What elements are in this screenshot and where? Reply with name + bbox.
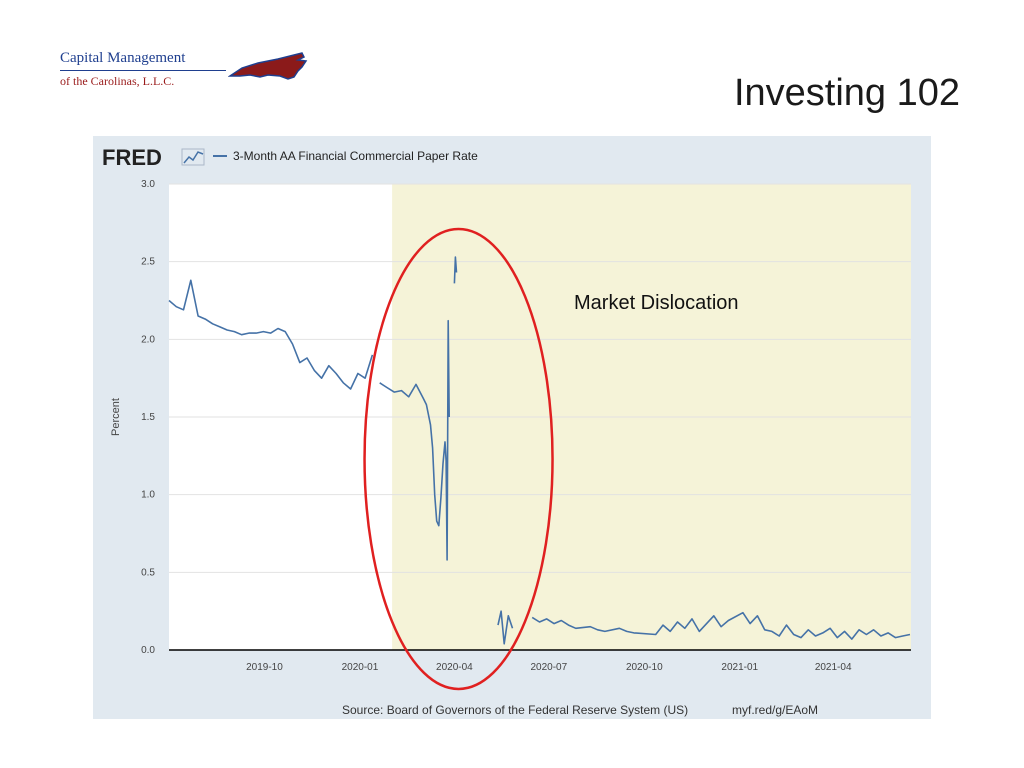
y-tick-2.0: 2.0: [141, 334, 155, 345]
x-tick-2020-01: 2020-01: [342, 662, 379, 673]
series-0-segment-1: [379, 319, 450, 561]
fred-chart: 0.0 0.5 1.0 1.5 2.0 2.5 3.0 2019-10 2020-01 2020…: [93, 136, 931, 719]
legend-label: 3-Month AA Financial Commercial Paper Ra…: [233, 149, 478, 163]
x-tick-2020-04: 2020-04: [436, 662, 473, 673]
x-tick-2020-07: 2020-07: [530, 662, 567, 673]
y-tick-1.5: 1.5: [141, 412, 155, 423]
market-dislocation-label: Market Dislocation: [574, 292, 739, 314]
y-tick-0.5: 0.5: [141, 567, 155, 578]
logo-rule: [60, 70, 226, 71]
series-0-segment-0: [168, 279, 374, 390]
y-tick-3.0: 3.0: [141, 179, 155, 190]
fred-link: myf.red/g/EAoM: [732, 703, 818, 717]
x-tick-2021-04: 2021-04: [815, 662, 852, 673]
series-0-segment-2: [453, 256, 458, 284]
market-dislocation-circle: [363, 227, 554, 691]
series-group: [168, 256, 911, 645]
y-tick-0.0: 0.0: [141, 645, 155, 656]
company-logo: Capital Management of the Carolinas, L.L…: [60, 50, 320, 95]
chart-svg: 0.0 0.5 1.0 1.5 2.0 2.5 3.0 2019-10 2020-01 2020…: [102, 145, 911, 717]
x-tick-2021-01: 2021-01: [721, 662, 758, 673]
fred-logo-graph-icon: [181, 148, 205, 166]
fred-logo: FRED: [102, 145, 162, 170]
y-tick-2.5: 2.5: [141, 257, 155, 268]
logo-line2: of the Carolinas, L.L.C.: [60, 74, 175, 88]
series-0-segment-3: [497, 610, 514, 645]
x-tick-2019-10: 2019-10: [246, 662, 283, 673]
slide-title: Investing 102: [733, 72, 960, 114]
y-axis-label: Percent: [110, 398, 122, 436]
series-0-segment-4: [531, 611, 911, 640]
source-text: Source: Board of Governors of the Federa…: [342, 703, 688, 717]
y-tick-1.0: 1.0: [141, 490, 155, 501]
x-tick-2020-10: 2020-10: [626, 662, 663, 673]
logo-line1: Capital Management: [60, 50, 186, 66]
y-tick-labels: 0.0 0.5 1.0 1.5 2.0 2.5 3.0: [141, 179, 155, 656]
north-carolina-map-icon: [228, 52, 308, 80]
x-tick-labels: 2019-10 2020-01 2020-04 2020-07 2020-10 2021-…: [246, 662, 852, 673]
